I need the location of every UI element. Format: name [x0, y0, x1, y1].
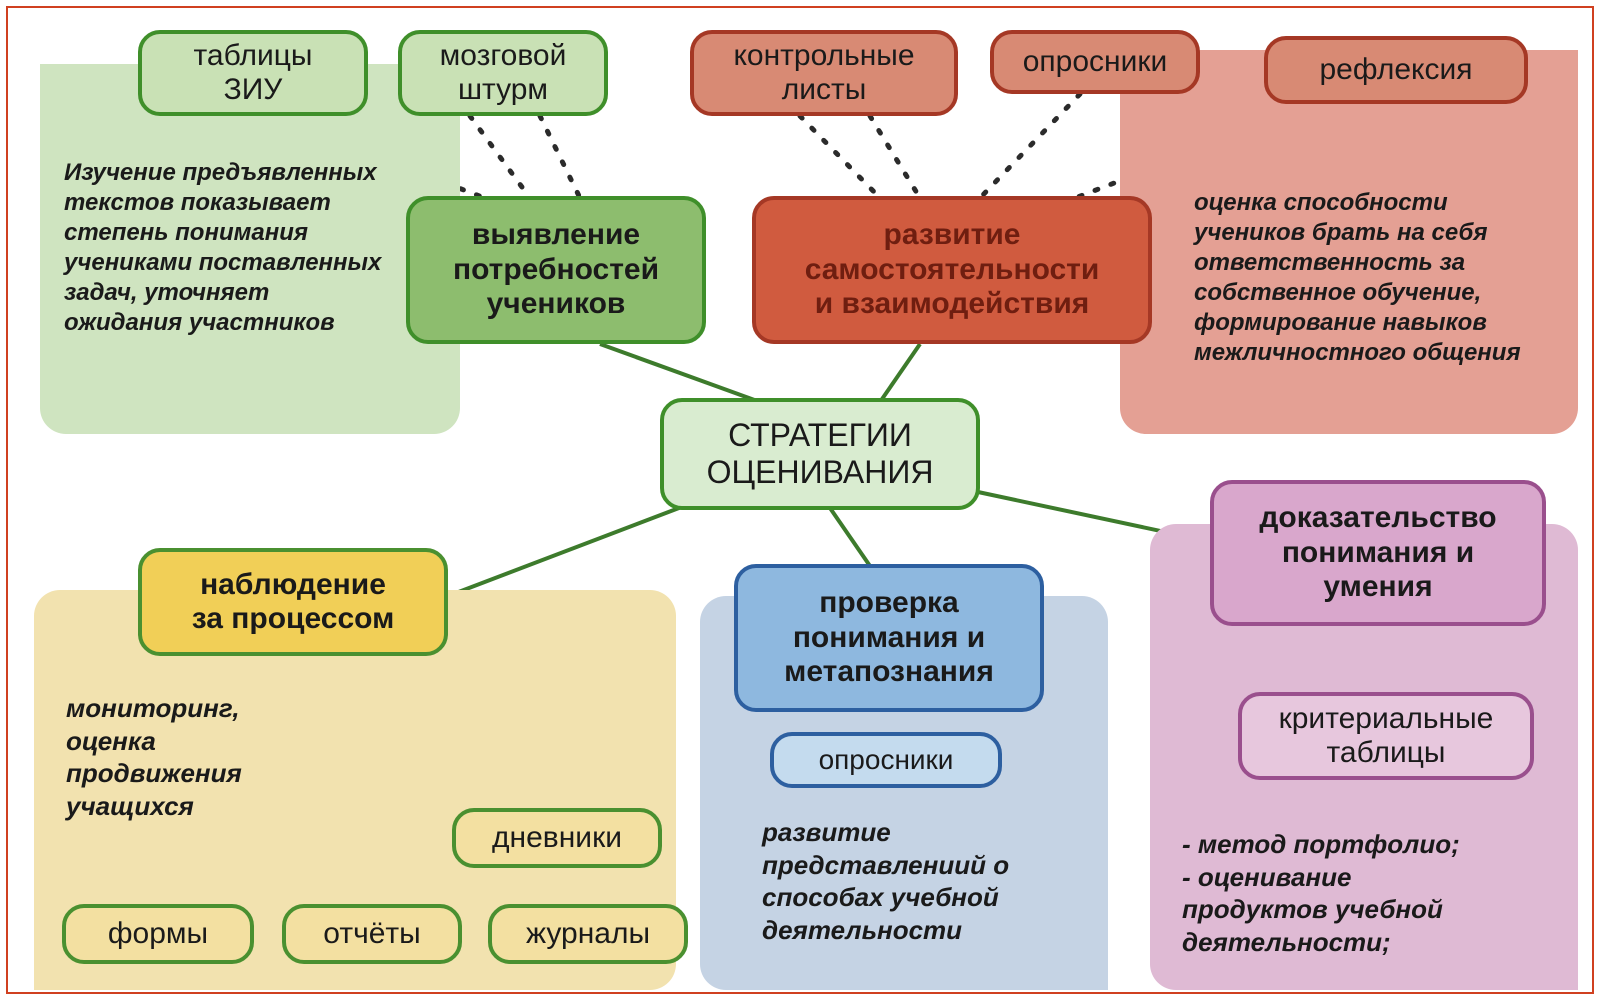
node-label: выявление потребностей учеников [453, 218, 659, 322]
node-kriterialnye: критериальные таблицы [1238, 692, 1534, 780]
note-yellow: мониторинг, оценка продвижения учащихся [66, 692, 346, 822]
node-nablyudenie: наблюдение за процессом [138, 548, 448, 656]
node-label: рефлексия [1319, 53, 1472, 88]
node-dnevniki: дневники [452, 808, 662, 868]
node-label: опросники [1023, 45, 1168, 80]
note-green: Изучение предъявленных текстов показывае… [64, 158, 424, 338]
node-label: отчёты [323, 917, 420, 952]
note-blue: развитие представлениий о способах учебн… [762, 816, 1102, 946]
node-label: проверка понимания и метапознания [784, 586, 994, 690]
node-label: контрольные листы [733, 39, 914, 108]
node-label: мозговой штурм [440, 39, 567, 108]
node-label: таблицы ЗИУ [194, 39, 313, 108]
node-label: развитие самостоятельности и взаимодейст… [805, 218, 1100, 322]
node-label: опросники [819, 744, 954, 776]
node-dokazatelstvo: доказательство понимания и умения [1210, 480, 1546, 626]
node-proverka: проверка понимания и метапознания [734, 564, 1044, 712]
node-label: доказательство понимания и умения [1259, 501, 1496, 605]
node-label: дневники [492, 821, 622, 856]
node-oprosniki2: опросники [770, 732, 1002, 788]
node-label: журналы [526, 917, 650, 952]
note-pink: - метод портфолио; - оценивание продукто… [1182, 828, 1562, 958]
node-refleksiya: рефлексия [1264, 36, 1528, 104]
note-red: оценка способности учеников брать на себ… [1194, 188, 1584, 368]
node-mozgovoy-shturm: мозговой штурм [398, 30, 608, 116]
node-tablitsy-ziu: таблицы ЗИУ [138, 30, 368, 116]
node-label: формы [108, 917, 208, 952]
node-vyyavlenie: выявление потребностей учеников [406, 196, 706, 344]
center-node: СТРАТЕГИИ ОЦЕНИВАНИЯ [660, 398, 980, 510]
node-formy: формы [62, 904, 254, 964]
node-razvitie: развитие самостоятельности и взаимодейст… [752, 196, 1152, 344]
node-zhurnaly: журналы [488, 904, 688, 964]
node-otchety: отчёты [282, 904, 462, 964]
node-oprosniki: опросники [990, 30, 1200, 94]
node-kontrolnye-listy: контрольные листы [690, 30, 958, 116]
node-label: критериальные таблицы [1279, 702, 1494, 771]
node-label: наблюдение за процессом [192, 568, 395, 637]
